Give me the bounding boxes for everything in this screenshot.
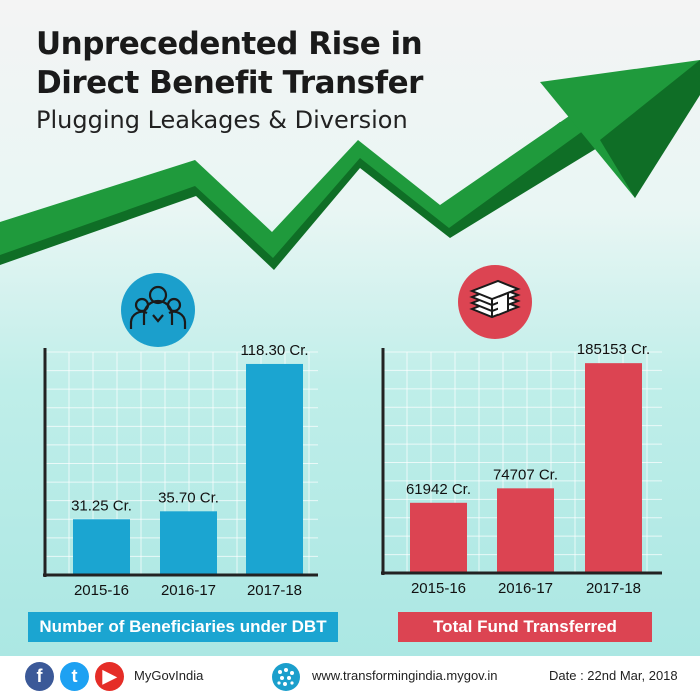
- arrow-head-shade: [600, 60, 700, 198]
- globe-icon: [272, 663, 300, 691]
- beneficiaries-chart-title: Number of Beneficiaries under DBT: [28, 612, 338, 642]
- publish-date: Date : 22nd Mar, 2018: [549, 668, 678, 683]
- bar-2017-18: [585, 363, 642, 573]
- website-link[interactable]: www.transformingindia.mygov.in: [312, 668, 498, 683]
- value-label-2017-18: 185153 Cr.: [577, 341, 650, 358]
- bar-2016-17: [497, 488, 554, 573]
- arrow-shadow: [0, 122, 607, 270]
- facebook-icon[interactable]: f: [25, 662, 54, 691]
- page-title-line2: Direct Benefit Transfer: [36, 65, 423, 101]
- value-label-2017-18: 118.30 Cr.: [240, 342, 308, 359]
- value-label-2015-16: 31.25 Cr.: [71, 497, 132, 514]
- value-label-2015-16: 61942 Cr.: [406, 481, 471, 498]
- bar-2017-18: [246, 363, 303, 575]
- bar-2015-16: [410, 502, 467, 573]
- category-label-2015-16: 2015-16: [411, 580, 466, 597]
- category-label-2017-18: 2017-18: [586, 580, 641, 597]
- fund-chart-title: Total Fund Transferred: [398, 612, 652, 642]
- arrow-body: [0, 112, 598, 258]
- page-title-line1: Unprecedented Rise in: [36, 26, 423, 62]
- youtube-icon[interactable]: ▶: [95, 662, 124, 691]
- bar-2016-17: [160, 511, 217, 575]
- category-label-2015-16: 2015-16: [74, 582, 129, 599]
- money-stack-icon: [458, 265, 532, 339]
- social-handle[interactable]: MyGovIndia: [134, 668, 204, 683]
- category-label-2016-17: 2016-17: [161, 582, 216, 599]
- people-group-icon: [121, 273, 195, 347]
- category-label-2016-17: 2016-17: [498, 580, 553, 597]
- category-label-2017-18: 2017-18: [247, 582, 302, 599]
- value-label-2016-17: 74707 Cr.: [493, 466, 558, 483]
- twitter-icon[interactable]: t: [60, 662, 89, 691]
- bar-2015-16: [73, 519, 130, 575]
- value-label-2016-17: 35.70 Cr.: [158, 489, 219, 506]
- page-subtitle: Plugging Leakages & Diversion: [36, 106, 408, 134]
